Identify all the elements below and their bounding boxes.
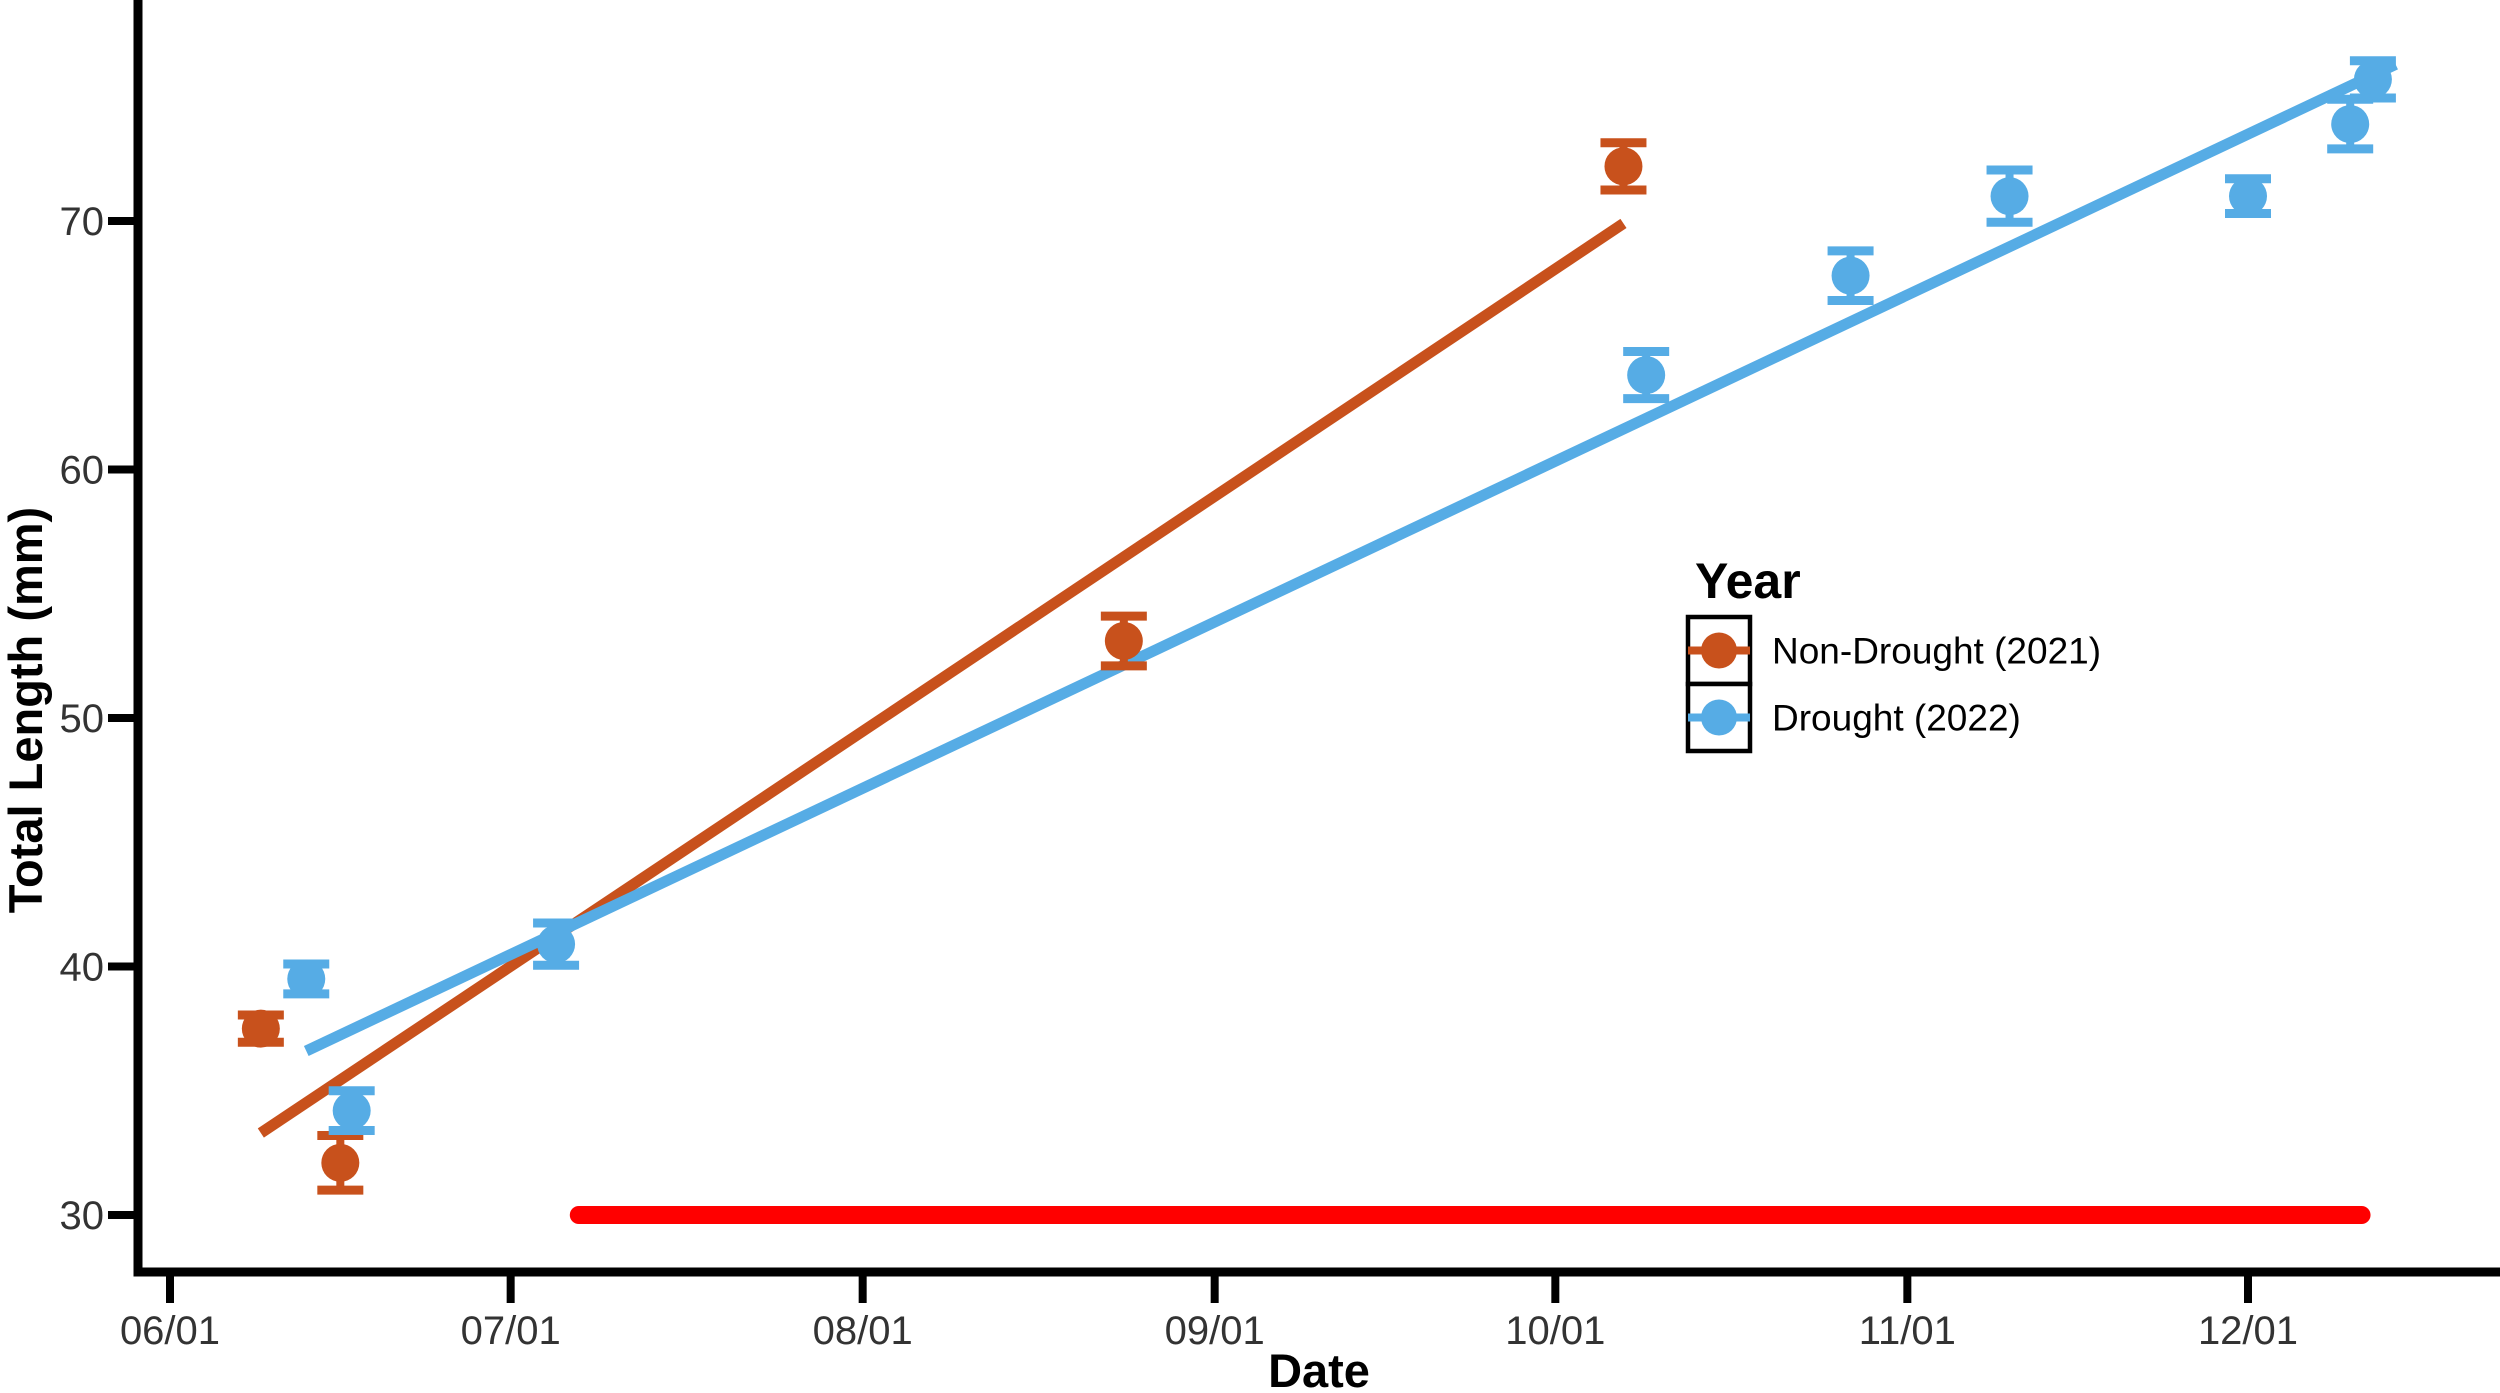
y-tick-label: 30: [60, 1194, 105, 1238]
trend-line-1: [257, 218, 1627, 1138]
legend-key: Non-Drought (2021): [1685, 614, 2101, 687]
data-point: [237, 1009, 284, 1048]
point-marker: [332, 1091, 371, 1130]
x-tick-label: 08/01: [813, 1309, 913, 1353]
data-point: [328, 1086, 375, 1136]
trend-line-2: [303, 59, 2398, 1056]
series-2-points: [283, 56, 2396, 1136]
y-tick-label: 60: [60, 449, 105, 493]
data-point: [1986, 165, 2033, 227]
point-marker: [1627, 356, 1666, 395]
x-tick-label: 06/01: [120, 1309, 220, 1353]
legend-key: Drought (2022): [1685, 681, 2021, 754]
data-point: [1600, 138, 1647, 195]
legend-entry-label: Drought (2022): [1772, 698, 2021, 739]
y-tick-label: 70: [60, 200, 105, 244]
x-axis-title: Date: [1268, 1344, 1370, 1393]
legend: Year Non-Drought (2021) Drought (2022): [1685, 553, 2101, 754]
point-marker: [1831, 256, 1870, 295]
data-point: [2349, 56, 2396, 103]
data-point: [533, 918, 580, 970]
point-marker: [1990, 177, 2029, 216]
point-marker: [1604, 147, 1643, 186]
y-tick-label: 50: [60, 697, 105, 741]
data-point: [283, 959, 330, 999]
data-point: [1623, 346, 1670, 404]
data-point: [317, 1130, 364, 1195]
series-1-points: [237, 138, 1647, 1195]
data-point: [1100, 611, 1147, 671]
point-marker: [2229, 177, 2267, 216]
legend-key-marker: [1701, 699, 1737, 736]
x-tick-label: 10/01: [1505, 1309, 1605, 1353]
x-tick-label: 12/01: [2198, 1309, 2298, 1353]
point-marker: [1104, 621, 1143, 660]
point-marker: [2331, 105, 2370, 144]
point-marker: [287, 959, 326, 998]
y-axis-title: Total Length (mm): [0, 507, 52, 913]
legend-key-marker: [1701, 632, 1737, 669]
legend-entry-label: Non-Drought (2021): [1772, 631, 2101, 672]
legend-title: Year: [1695, 553, 1801, 609]
x-tick-label: 09/01: [1165, 1309, 1265, 1353]
data-point: [1827, 246, 1874, 306]
data-point: [2327, 94, 2374, 154]
x-tick-label: 11/01: [1859, 1309, 1956, 1353]
point-marker: [321, 1143, 360, 1182]
point-marker: [537, 925, 576, 964]
x-tick-label: 07/01: [461, 1309, 561, 1353]
point-marker: [2353, 60, 2392, 99]
point-marker: [241, 1009, 280, 1048]
data-point: [2225, 174, 2271, 219]
y-tick-label: 40: [60, 946, 105, 990]
